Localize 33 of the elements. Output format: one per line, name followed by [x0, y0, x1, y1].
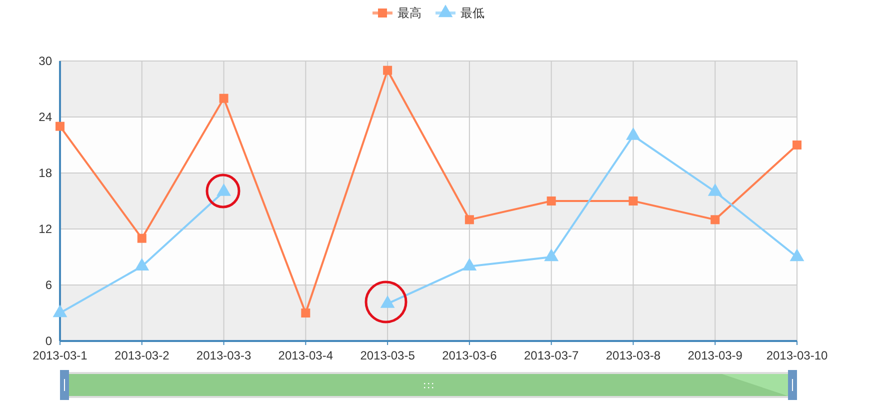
- point: [134, 258, 150, 270]
- y-tick-label: 30: [38, 54, 52, 68]
- point: [708, 183, 722, 196]
- legend-label: 最高: [398, 6, 422, 20]
- x-tick-label: 2013-03-2: [114, 348, 170, 363]
- point: [52, 304, 68, 318]
- point: [462, 258, 477, 270]
- point: [792, 140, 802, 150]
- y-tick-label: 18: [38, 166, 52, 180]
- x-tick-label: 2013-03-6: [442, 348, 498, 363]
- point: [219, 94, 228, 103]
- x-tick-label: 2013-03-3: [196, 348, 252, 363]
- y-tick-label: 24: [38, 110, 52, 124]
- x-tick-label: 2013-03-1: [32, 348, 88, 363]
- y-tick-label: 6: [45, 278, 52, 292]
- point: [137, 234, 146, 243]
- y-tick-label: 12: [38, 222, 52, 236]
- y-tick-label: 0: [45, 334, 52, 348]
- x-tick-label: 2013-03-10: [766, 348, 828, 363]
- point: [628, 196, 638, 206]
- legend-label: 最低: [460, 6, 484, 20]
- x-tick-label: 2013-03-7: [524, 348, 580, 363]
- point: [546, 196, 556, 206]
- point: [790, 248, 804, 262]
- x-tick-label: 2013-03-5: [360, 348, 416, 363]
- x-tick-label: 2013-03-4: [278, 348, 334, 363]
- point: [383, 66, 392, 75]
- point: [710, 215, 720, 224]
- point: [56, 122, 64, 131]
- x-tick-label: 2013-03-9: [688, 348, 743, 363]
- point: [544, 248, 559, 262]
- x-tick-label: 2013-03-8: [606, 348, 661, 363]
- point: [464, 215, 474, 224]
